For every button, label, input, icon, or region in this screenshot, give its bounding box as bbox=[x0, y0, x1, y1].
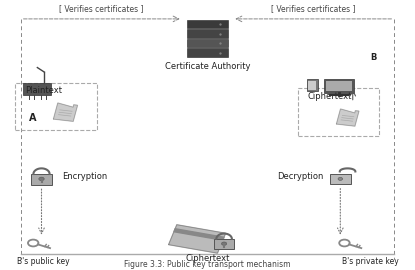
Bar bbox=[187, 29, 228, 38]
Text: Decryption: Decryption bbox=[277, 172, 324, 181]
Circle shape bbox=[39, 177, 44, 181]
Polygon shape bbox=[54, 103, 78, 121]
Polygon shape bbox=[168, 225, 226, 253]
Text: [ Verifies certificates ]: [ Verifies certificates ] bbox=[59, 5, 144, 14]
Bar bbox=[326, 81, 352, 91]
Text: Plaintext: Plaintext bbox=[25, 86, 62, 95]
Text: A: A bbox=[29, 113, 37, 123]
Bar bbox=[31, 174, 52, 184]
Bar bbox=[187, 39, 228, 47]
Text: Figure 3.3: Public key transport mechanism: Figure 3.3: Public key transport mechani… bbox=[124, 260, 291, 269]
Text: Certificate Authority: Certificate Authority bbox=[165, 62, 250, 71]
Text: B's private key: B's private key bbox=[342, 256, 398, 265]
Text: Encryption: Encryption bbox=[62, 172, 107, 181]
Polygon shape bbox=[337, 109, 359, 126]
Polygon shape bbox=[174, 229, 224, 240]
Bar bbox=[307, 79, 318, 91]
Bar bbox=[214, 239, 234, 249]
Text: B's public key: B's public key bbox=[17, 256, 69, 265]
Text: B: B bbox=[370, 53, 377, 62]
Bar bbox=[308, 81, 316, 90]
Text: [ Verifies certificates ]: [ Verifies certificates ] bbox=[271, 5, 356, 14]
Circle shape bbox=[222, 242, 227, 245]
Bar bbox=[187, 20, 228, 28]
Bar bbox=[330, 174, 351, 184]
Text: Ciphertext: Ciphertext bbox=[307, 92, 352, 101]
Bar bbox=[324, 79, 354, 93]
Bar bbox=[23, 83, 51, 95]
Circle shape bbox=[338, 177, 343, 180]
Bar bbox=[187, 48, 228, 57]
Text: Ciphertext: Ciphertext bbox=[186, 254, 229, 263]
